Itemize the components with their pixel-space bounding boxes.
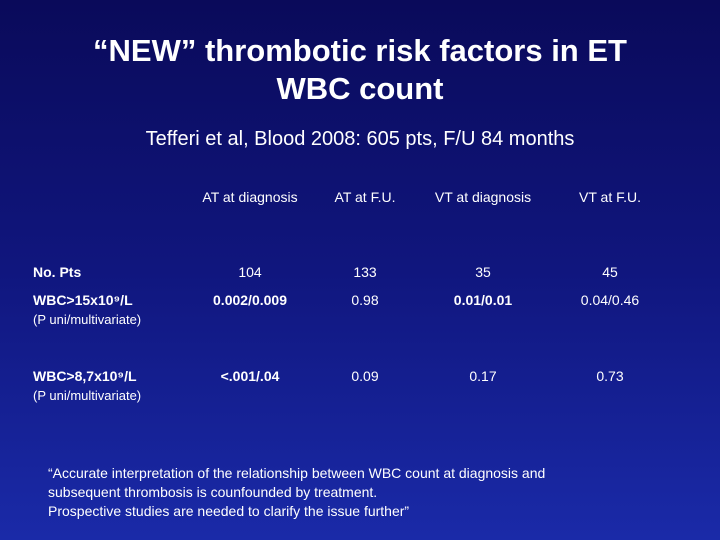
row-label: WBC>15x10⁹/L (33, 292, 133, 308)
cell: 0.04/0.46 (580, 292, 640, 308)
row-sublabel: (P uni/multivariate) (33, 312, 142, 327)
cell: 0.09 (351, 368, 379, 384)
cell: 133 (353, 264, 377, 280)
title-line: WBC count (276, 71, 444, 106)
cell: 45 (602, 264, 618, 280)
cell: 0.002/0.009 (213, 292, 287, 308)
title: “NEW” thrombotic risk factors in ET WBC c… (0, 32, 720, 108)
column-header: VT at F.U. (579, 189, 641, 205)
quote: “Accurate interpretation of the relation… (48, 464, 545, 521)
row-label: No. Pts (33, 264, 82, 280)
column-header: AT at diagnosis (202, 189, 298, 205)
cell: 35 (475, 264, 491, 280)
cell: 0.98 (351, 292, 379, 308)
column-header: VT at diagnosis (434, 189, 532, 205)
cell: 0.73 (596, 368, 624, 384)
subtitle: Tefferi et al, Blood 2008: 605 pts, F/U … (145, 128, 575, 150)
title-line: “NEW” thrombotic risk factors in ET (93, 33, 627, 68)
cell: 104 (238, 264, 262, 280)
quote-line: Prospective studies are needed to clarif… (48, 503, 410, 519)
cell: <.001/.04 (220, 368, 280, 384)
cell: 0.01/0.01 (453, 292, 513, 308)
quote-line: “Accurate interpretation of the relation… (48, 465, 546, 481)
row-label: WBC>8,7x10⁹/L (33, 368, 137, 384)
quote-line: subsequent thrombosis is counfounded by … (48, 484, 378, 500)
row-sublabel: (P uni/multivariate) (33, 388, 142, 403)
column-header: AT at F.U. (334, 189, 396, 205)
cell: 0.17 (469, 368, 497, 384)
